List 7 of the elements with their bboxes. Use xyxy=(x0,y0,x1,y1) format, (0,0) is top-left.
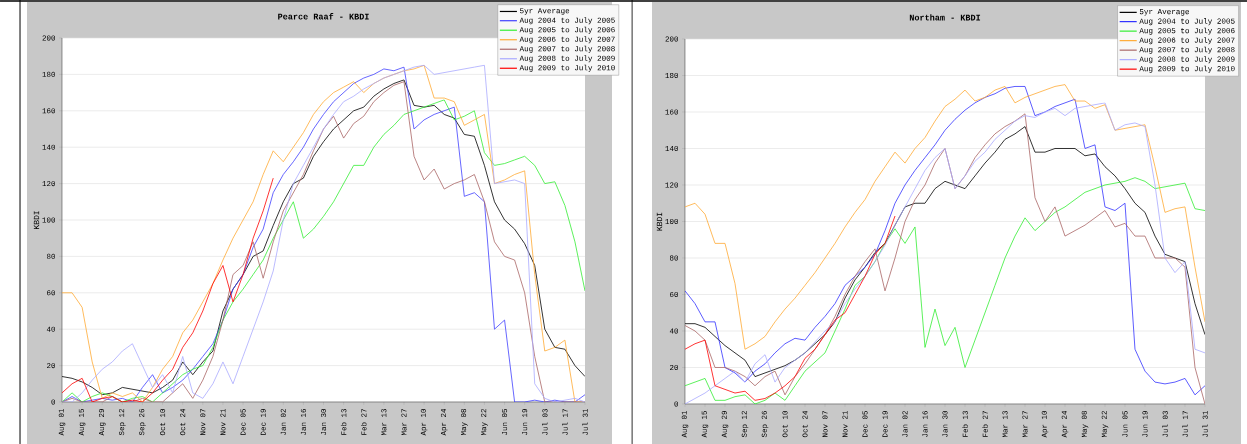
chart-title: Northam - KBDI xyxy=(909,14,981,21)
line-series xyxy=(685,84,1205,350)
line-series xyxy=(62,177,274,402)
y-axis-title: KBDI xyxy=(33,211,40,229)
y-axis-title: KBDI xyxy=(656,212,663,231)
line-series xyxy=(685,215,896,401)
chart-title: Pearce Raaf - KBDI xyxy=(278,13,369,20)
